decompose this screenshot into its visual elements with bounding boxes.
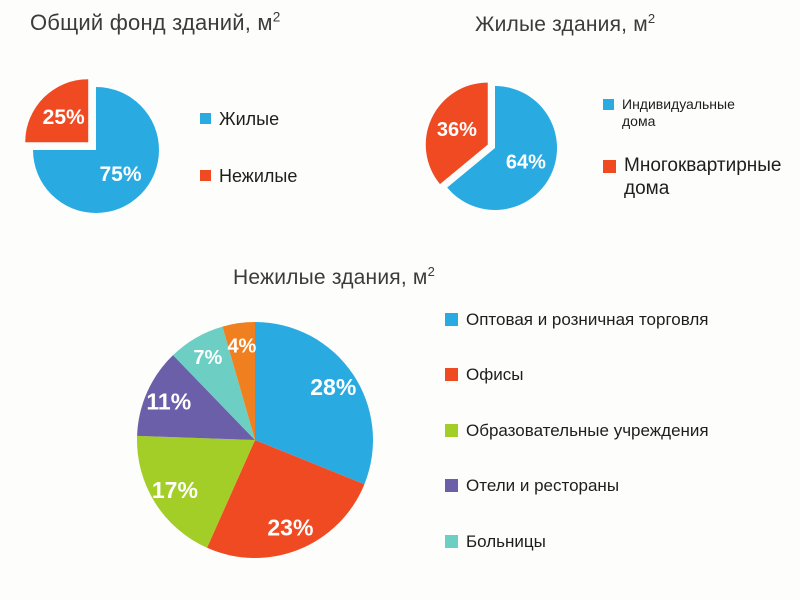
chart-title-text: Жилые здания, м [475,13,648,36]
slice-percent-label: 64% [506,152,546,174]
slice-percent-label: 75% [99,163,141,186]
legend-residential: Индивидуальные дома Многоквартирные дома [603,96,793,201]
legend-label: Нежилые [219,165,298,186]
legend-item: Индивидуальные дома [603,96,793,130]
legend-label: Индивидуальные дома [622,96,735,129]
chart-title-superscript: 2 [272,9,281,25]
pie-slice-оптовая [255,322,374,485]
legend-swatch [603,159,616,173]
pie-chart-total-fund: 75% 25% [25,79,159,213]
chart-total-title: Общий фонд зданий, м2 [30,10,280,36]
slice-percent-label: 7% [193,347,222,369]
chart-title-text: Общий фонд зданий, м [30,10,273,35]
chart-title-superscript: 2 [647,11,656,26]
pie-slice-индивидуальные [447,86,558,210]
legend-item: Оптовая и розничная торговля [445,310,709,330]
slice-percent-label: 11% [146,389,191,415]
pie-slice-unlabeled-5 [222,322,255,440]
legend-label: Офисы [466,365,524,385]
legend-swatch [200,113,211,124]
pie-chart-nonresidential: 28% 23% 17% 11%7%4% [136,322,374,558]
legend-swatch [445,313,458,326]
legend-total-fund: Жилые Нежилые [200,109,297,186]
pie-slice-многоквартирные [425,82,488,185]
chart-nonresidential-title: Нежилые здания, м2 [233,264,436,290]
legend-label: Образовательные учреждения [466,420,709,440]
legend-item: Жилые [200,109,297,130]
legend-swatch [603,99,614,110]
legend-label: Жилые [219,109,280,129]
pie-chart-residential: 64% 36% [425,82,558,210]
slice-percent-label: 25% [43,106,85,129]
legend-label: Многоквартирные дома [624,154,782,200]
legend-item: Нежилые [200,166,297,187]
pie-slice-офисы [207,440,365,558]
slice-percent-label: 28% [310,374,356,400]
chart-title-text: Нежилые здания, м [233,266,428,289]
legend-swatch [445,368,458,382]
slice-percent-label: 4% [227,336,256,358]
legend-label: Больницы [466,531,546,551]
chart-title-superscript: 2 [427,264,436,279]
legend-item: Больницы [445,532,709,552]
chart-residential-title: Жилые здания, м2 [475,11,656,37]
legend-item: Образовательные учреждения [445,421,709,441]
slice-percent-label: 17% [152,477,198,503]
legend-item: Отели и рестораны [445,476,709,496]
legend-swatch [200,169,211,181]
pie-slice-жилые [33,87,159,213]
pie-slice-нежилые [25,79,89,143]
legend-swatch [445,479,458,493]
legend-swatch [445,534,458,548]
legend-nonresidential: Оптовая и розничная торговля Офисы Образов… [445,310,709,552]
pie-slice-больницы [173,326,255,440]
legend-label: Оптовая и розничная торговля [466,310,709,329]
legend-item: Офисы [445,365,709,385]
legend-item: Многоквартирные дома [603,154,793,202]
pie-slice-отели [137,355,255,440]
legend-swatch [445,423,458,437]
slice-percent-label: 23% [267,515,313,541]
slice-percent-label: 36% [437,119,477,141]
pie-slice-образовательные [136,435,255,548]
legend-label: Отели и рестораны [466,476,620,496]
